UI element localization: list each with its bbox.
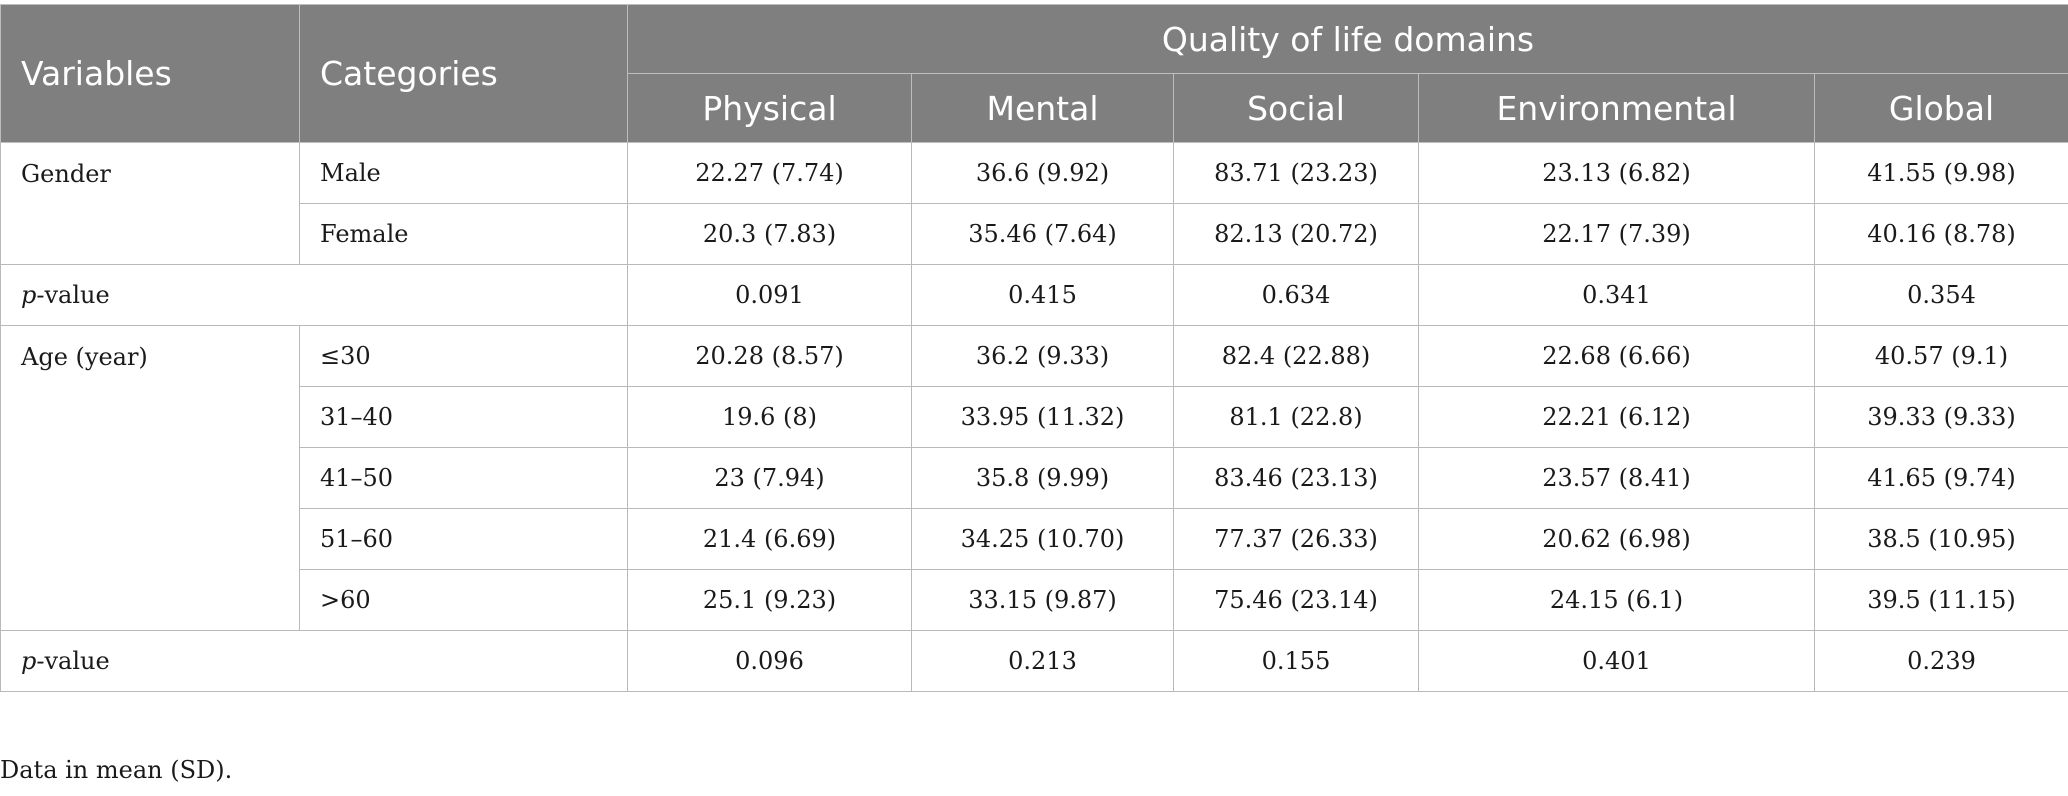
value-cell: 23 (7.94) bbox=[627, 447, 912, 509]
value-cell: 20.3 (7.83) bbox=[627, 203, 912, 265]
value-cell: 83.71 (23.23) bbox=[1173, 142, 1419, 204]
table-row: 31–40 19.6 (8) 33.95 (11.32) 81.1 (22.8)… bbox=[1, 386, 2068, 448]
p-suffix: -value bbox=[36, 281, 110, 309]
p-value-cell: 0.401 bbox=[1418, 630, 1815, 692]
table-footnote: Data in mean (SD). bbox=[0, 756, 233, 784]
value-cell: 39.5 (11.15) bbox=[1813, 569, 2068, 631]
header-environmental: Environmental bbox=[1418, 73, 1815, 143]
value-cell: 40.16 (8.78) bbox=[1813, 203, 2068, 265]
value-cell: 20.62 (6.98) bbox=[1418, 508, 1815, 570]
value-cell: 22.17 (7.39) bbox=[1418, 203, 1815, 265]
value-cell: 36.2 (9.33) bbox=[911, 325, 1174, 387]
table-row: Female 20.3 (7.83) 35.46 (7.64) 82.13 (2… bbox=[1, 203, 2068, 265]
p-letter: p bbox=[21, 281, 37, 309]
header-mental: Mental bbox=[911, 73, 1174, 143]
category-cell: ≤30 bbox=[299, 325, 628, 387]
value-cell: 83.46 (23.13) bbox=[1173, 447, 1419, 509]
value-cell: 33.15 (9.87) bbox=[911, 569, 1174, 631]
value-cell: 22.68 (6.66) bbox=[1418, 325, 1815, 387]
value-cell: 36.6 (9.92) bbox=[911, 142, 1174, 204]
value-cell: 34.25 (10.70) bbox=[911, 508, 1174, 570]
p-value-cell: 0.155 bbox=[1173, 630, 1419, 692]
value-cell: 81.1 (22.8) bbox=[1173, 386, 1419, 448]
table-header: Variables Categories Quality of life dom… bbox=[0, 4, 2068, 143]
value-cell: 20.28 (8.57) bbox=[627, 325, 912, 387]
table-row-p-value: p-value 0.091 0.415 0.634 0.341 0.354 bbox=[0, 264, 2068, 326]
category-cell: 51–60 bbox=[299, 508, 628, 570]
table-row: >60 25.1 (9.23) 33.15 (9.87) 75.46 (23.1… bbox=[1, 569, 2068, 631]
table-row: Gender Male 22.27 (7.74) 36.6 (9.92) 83.… bbox=[0, 142, 2068, 265]
p-value-label: p-value bbox=[0, 630, 628, 692]
value-cell: 24.15 (6.1) bbox=[1418, 569, 1815, 631]
value-cell: 33.95 (11.32) bbox=[911, 386, 1174, 448]
value-cell: 82.4 (22.88) bbox=[1173, 325, 1419, 387]
value-cell: 35.46 (7.64) bbox=[911, 203, 1174, 265]
p-value-cell: 0.213 bbox=[911, 630, 1174, 692]
p-value-cell: 0.091 bbox=[627, 264, 912, 326]
table-row: 51–60 21.4 (6.69) 34.25 (10.70) 77.37 (2… bbox=[1, 508, 2068, 570]
header-physical: Physical bbox=[627, 73, 912, 143]
header-categories: Categories bbox=[299, 4, 628, 143]
variable-age: Age (year) bbox=[0, 325, 300, 631]
header-social: Social bbox=[1173, 73, 1419, 143]
p-value-cell: 0.415 bbox=[911, 264, 1174, 326]
header-qol-domains: Quality of life domains bbox=[626, 4, 2068, 74]
value-cell: 19.6 (8) bbox=[627, 386, 912, 448]
value-cell: 35.8 (9.99) bbox=[911, 447, 1174, 509]
p-value-label: p-value bbox=[0, 264, 628, 326]
value-cell: 38.5 (10.95) bbox=[1813, 508, 2068, 570]
category-cell: 41–50 bbox=[299, 447, 628, 509]
table-row: Age (year) ≤30 20.28 (8.57) 36.2 (9.33) … bbox=[0, 325, 2068, 631]
category-cell: >60 bbox=[299, 569, 628, 631]
table-body: Gender Male 22.27 (7.74) 36.6 (9.92) 83.… bbox=[0, 142, 2068, 692]
table-row-p-value: p-value 0.096 0.213 0.155 0.401 0.239 bbox=[0, 630, 2068, 692]
value-cell: 23.13 (6.82) bbox=[1418, 142, 1815, 204]
p-value-cell: 0.341 bbox=[1418, 264, 1815, 326]
category-cell: 31–40 bbox=[299, 386, 628, 448]
header-variables: Variables bbox=[0, 4, 300, 143]
value-cell: 39.33 (9.33) bbox=[1813, 386, 2068, 448]
p-value-cell: 0.239 bbox=[1813, 630, 2068, 692]
p-value-cell: 0.096 bbox=[627, 630, 912, 692]
value-cell: 22.21 (6.12) bbox=[1418, 386, 1815, 448]
value-cell: 40.57 (9.1) bbox=[1813, 325, 2068, 387]
header-global: Global bbox=[1813, 73, 2068, 143]
p-value-cell: 0.634 bbox=[1173, 264, 1419, 326]
category-cell: Female bbox=[299, 203, 628, 265]
p-value-cell: 0.354 bbox=[1813, 264, 2068, 326]
p-letter: p bbox=[21, 647, 37, 675]
quality-of-life-table: Variables Categories Quality of life dom… bbox=[0, 4, 2068, 692]
value-cell: 22.27 (7.74) bbox=[627, 142, 912, 204]
category-cell: Male bbox=[299, 142, 628, 204]
value-cell: 82.13 (20.72) bbox=[1173, 203, 1419, 265]
p-suffix: -value bbox=[36, 647, 110, 675]
table-container: Variables Categories Quality of life dom… bbox=[0, 4, 2068, 692]
variable-gender: Gender bbox=[0, 142, 300, 265]
value-cell: 41.55 (9.98) bbox=[1813, 142, 2068, 204]
value-cell: 21.4 (6.69) bbox=[627, 508, 912, 570]
value-cell: 23.57 (8.41) bbox=[1418, 447, 1815, 509]
value-cell: 25.1 (9.23) bbox=[627, 569, 912, 631]
value-cell: 77.37 (26.33) bbox=[1173, 508, 1419, 570]
value-cell: 41.65 (9.74) bbox=[1813, 447, 2068, 509]
table-row: 41–50 23 (7.94) 35.8 (9.99) 83.46 (23.13… bbox=[1, 447, 2068, 509]
value-cell: 75.46 (23.14) bbox=[1173, 569, 1419, 631]
